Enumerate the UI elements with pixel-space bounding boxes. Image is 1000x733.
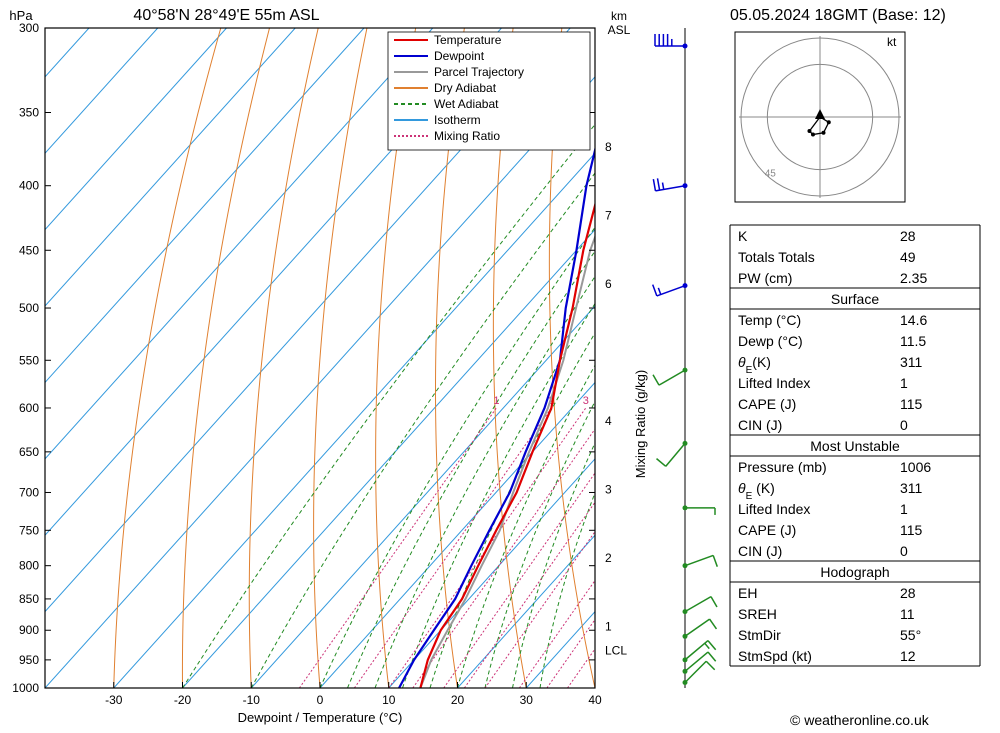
svg-text:Pressure (mb): Pressure (mb) [738,459,827,475]
svg-text:300: 300 [19,21,39,35]
legend: Temperature Dewpoint Parcel Trajectory Dry … [388,32,590,150]
svg-text:2: 2 [605,551,612,565]
svg-text:115: 115 [900,396,923,412]
svg-text:115: 115 [900,522,923,538]
svg-text:550: 550 [19,353,39,367]
svg-text:800: 800 [19,559,39,573]
svg-text:Hodograph: Hodograph [820,564,889,580]
svg-text:-20: -20 [174,693,192,707]
svg-text:Most Unstable: Most Unstable [810,438,900,454]
svg-text:Dewp (°C): Dewp (°C) [738,333,803,349]
svg-text:14.6: 14.6 [900,312,927,328]
svg-text:20: 20 [451,693,465,707]
svg-text:49: 49 [900,249,916,265]
svg-text:Mixing Ratio: Mixing Ratio [434,129,500,143]
svg-text:1: 1 [605,620,612,634]
svg-text:4: 4 [607,395,613,407]
svg-text:PW (cm): PW (cm) [738,270,792,286]
svg-text:Dry Adiabat: Dry Adiabat [434,81,497,95]
svg-text:650: 650 [19,445,39,459]
svg-text:ASL: ASL [608,23,631,37]
svg-text:Lifted Index: Lifted Index [738,501,810,517]
svg-text:4: 4 [605,414,612,428]
svg-text:55°: 55° [900,627,921,643]
svg-text:Temp (°C): Temp (°C) [738,312,801,328]
svg-text:1006: 1006 [900,459,931,475]
svg-text:700: 700 [19,485,39,499]
svg-text:11: 11 [900,606,915,622]
svg-text:Wet Adiabat: Wet Adiabat [434,97,499,111]
svg-text:CAPE (J): CAPE (J) [738,522,796,538]
svg-text:1000: 1000 [12,681,39,695]
svg-text:10: 10 [676,395,688,407]
svg-text:311: 311 [900,480,923,496]
svg-text:SREH: SREH [738,606,777,622]
svg-text:350: 350 [19,106,39,120]
svg-text:km: km [611,9,627,23]
svg-text:Temperature: Temperature [434,33,502,47]
svg-text:1: 1 [900,375,908,391]
svg-text:CAPE (J): CAPE (J) [738,396,796,412]
svg-text:11.5: 11.5 [900,333,926,349]
svg-text:8: 8 [658,395,664,407]
svg-text:28: 28 [900,585,916,601]
svg-text:Lifted Index: Lifted Index [738,375,810,391]
svg-text:1: 1 [493,395,499,407]
svg-text:Surface: Surface [831,291,879,307]
svg-text:45: 45 [765,168,777,179]
indices-panel: K 28 Totals Totals 49 PW (cm) 2.35 Surface Temp… [730,225,980,666]
svg-text:EH: EH [738,585,757,601]
svg-text:750: 750 [19,523,39,537]
hodograph: kt 45 [735,32,905,202]
svg-text:400: 400 [19,179,39,193]
svg-text:28: 28 [900,228,916,244]
svg-text:K: K [738,228,748,244]
svg-text:CIN (J): CIN (J) [738,417,782,433]
svg-text:6: 6 [605,277,612,291]
svg-text:900: 900 [19,623,39,637]
svg-text:1: 1 [900,501,908,517]
svg-text:15: 15 [710,395,722,407]
svg-text:0: 0 [900,543,908,559]
mixing-ratio-label: Mixing Ratio (g/kg) [633,370,648,478]
svg-text:θE (K): θE (K) [738,480,775,502]
svg-text:12: 12 [900,648,916,664]
svg-text:311: 311 [900,354,923,370]
svg-text:2.35: 2.35 [900,270,927,286]
svg-text:3: 3 [583,395,589,407]
skewt-diagram: 12346810152025hPa30035040045050055060065… [0,0,1000,733]
svg-text:3: 3 [605,483,612,497]
svg-text:kt: kt [887,35,897,49]
svg-text:CIN (J): CIN (J) [738,543,782,559]
svg-text:-10: -10 [243,693,261,707]
svg-text:10: 10 [382,693,396,707]
svg-text:30: 30 [520,693,534,707]
svg-text:StmDir: StmDir [738,627,781,643]
svg-text:Dewpoint: Dewpoint [434,49,485,63]
svg-text:LCL: LCL [605,644,627,658]
svg-text:-30: -30 [105,693,123,707]
svg-text:850: 850 [19,592,39,606]
svg-text:950: 950 [19,653,39,667]
svg-text:7: 7 [605,208,612,222]
svg-text:0: 0 [900,417,908,433]
datetime-label: 05.05.2024 18GMT (Base: 12) [730,7,946,24]
copyright-label: © weatheronline.co.uk [790,712,930,728]
svg-text:θE(K): θE(K) [738,354,771,376]
svg-text:8: 8 [605,140,612,154]
wind-barb-column [653,28,718,688]
svg-text:Totals Totals: Totals Totals [738,249,815,265]
svg-text:Isotherm: Isotherm [434,113,481,127]
svg-text:40: 40 [588,693,602,707]
svg-text:450: 450 [19,243,39,257]
svg-text:0: 0 [317,693,324,707]
xlabel: Dewpoint / Temperature (°C) [238,710,403,725]
svg-text:Parcel Trajectory: Parcel Trajectory [434,65,524,79]
svg-text:600: 600 [19,401,39,415]
svg-text:500: 500 [19,301,39,315]
chart-title: 40°58'N 28°49'E 55m ASL [133,7,319,24]
svg-text:StmSpd (kt): StmSpd (kt) [738,648,812,664]
